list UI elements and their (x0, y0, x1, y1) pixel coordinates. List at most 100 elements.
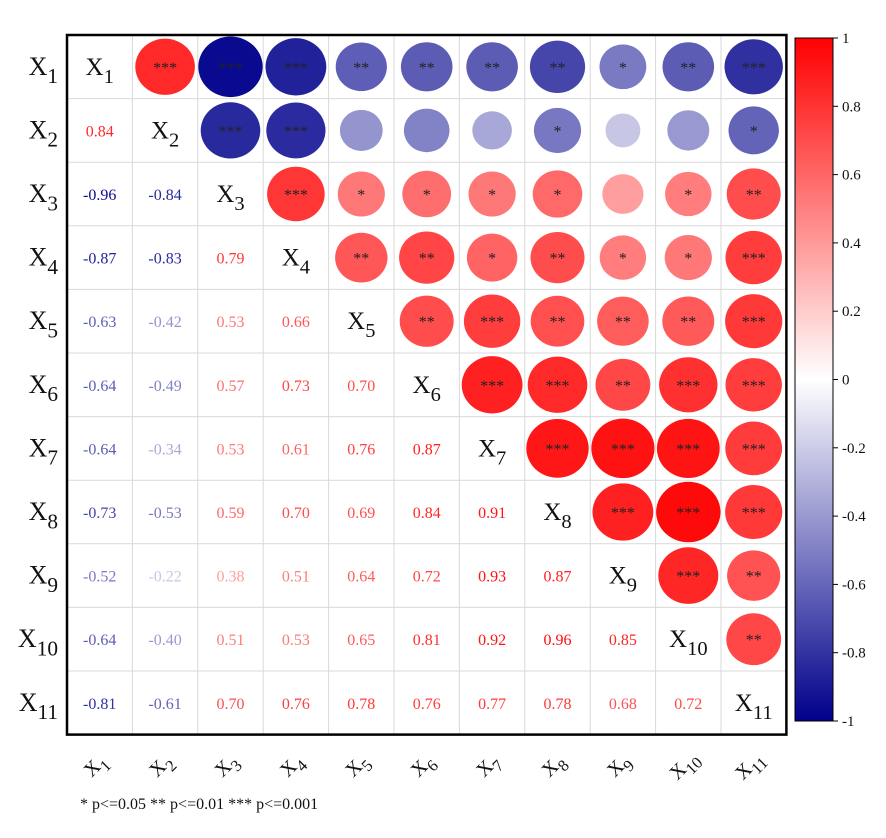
correlation-value: 0.92 (478, 632, 506, 649)
correlation-value: 0.38 (217, 569, 245, 586)
correlation-value: 0.93 (478, 569, 506, 586)
significance-stars: * (423, 187, 431, 204)
correlation-ellipse (591, 418, 655, 479)
significance-stars: ** (550, 251, 566, 268)
correlation-value: -0.87 (83, 251, 116, 268)
correlation-value: -0.64 (83, 441, 116, 458)
correlation-ellipse (399, 295, 454, 347)
significance-stars: * (684, 251, 692, 268)
column-label: X1 (80, 750, 115, 785)
correlation-value: -0.22 (148, 569, 181, 586)
correlation-value: 0.76 (413, 696, 441, 713)
correlation-ellipse (595, 358, 651, 411)
colorbar-tick-label: -0.8 (842, 646, 866, 662)
column-label: X3 (210, 750, 245, 785)
significance-stars: *** (611, 441, 635, 458)
correlation-ellipse (339, 109, 383, 151)
significance-stars: *** (219, 60, 243, 77)
diagonal-label: X6 (413, 372, 441, 406)
colorbar-tick-label: 0.2 (842, 304, 861, 320)
significance-stars: * (619, 60, 627, 77)
significance-stars: * (488, 251, 496, 268)
significance-stars: *** (742, 378, 766, 395)
correlation-ellipse (527, 356, 588, 413)
correlation-value: 0.70 (217, 696, 245, 713)
correlation-value: -0.52 (83, 569, 116, 586)
row-label: X3 (29, 179, 58, 215)
column-label: X4 (276, 750, 311, 785)
diagonal-label: X11 (735, 690, 773, 724)
significance-stars: *** (742, 314, 766, 331)
correlation-ellipse (658, 547, 719, 604)
correlation-ellipse (403, 108, 450, 153)
row-labels: X1 X2 X3 X4 X5 X6 X7 X8 X9 X10 X11 (18, 52, 58, 724)
row-label: X10 (18, 624, 58, 660)
correlation-ellipse (529, 40, 586, 93)
correlation-ellipse (665, 171, 712, 217)
column-label: X7 (472, 750, 507, 785)
correlation-value: -0.53 (148, 505, 181, 522)
significance-stars: *** (676, 569, 700, 586)
significance-stars: *** (676, 505, 700, 522)
correlation-value: -0.63 (83, 314, 116, 331)
significance-stars: ** (680, 314, 696, 331)
correlation-value: 0.70 (282, 505, 310, 522)
correlation-ellipse (335, 42, 387, 92)
correlation-ellipse (724, 39, 783, 95)
correlation-ellipse (337, 171, 385, 217)
significance-stars: ** (419, 314, 435, 331)
column-label: X5 (341, 750, 376, 785)
significance-stars: ** (484, 60, 500, 77)
grid-border (65, 33, 788, 736)
significance-stars: * (619, 251, 627, 268)
correlation-value: -0.34 (148, 441, 181, 458)
diagonal-label: X2 (151, 117, 179, 151)
correlation-value: 0.73 (282, 378, 310, 395)
correlation-ellipse (267, 166, 325, 222)
significance-stars: *** (546, 378, 570, 395)
correlation-value: -0.83 (148, 251, 181, 268)
correlation-value: 0.51 (282, 569, 310, 586)
correlation-value: 0.87 (544, 569, 572, 586)
correlation-ellipse (466, 233, 518, 282)
significance-stars: ** (353, 60, 369, 77)
correlation-ellipse (599, 44, 647, 90)
correlation-value: 0.81 (413, 632, 441, 649)
diagonal-label: X9 (609, 563, 637, 597)
diagonal-label: X3 (216, 181, 244, 215)
significance-stars: *** (742, 60, 766, 77)
correlation-ellipse (530, 295, 585, 347)
correlation-value: 0.76 (347, 441, 375, 458)
row-label: X5 (29, 306, 58, 342)
correlation-ellipse (725, 230, 782, 285)
correlation-ellipse (656, 481, 721, 543)
correlation-value: -0.64 (83, 378, 116, 395)
significance-stars: *** (546, 441, 570, 458)
significance-note: * p<=0.05 ** p<=0.01 *** p<=0.001 (80, 796, 319, 813)
correlation-value: 0.51 (217, 632, 245, 649)
row-label: X1 (29, 52, 58, 88)
correlation-ellipse (592, 483, 654, 541)
correlation-ellipse (605, 113, 641, 148)
correlation-value: -0.61 (148, 696, 181, 713)
diagonal-label: X10 (669, 626, 708, 660)
significance-stars: * (357, 187, 365, 204)
correlation-ellipse (667, 110, 710, 151)
correlation-ellipse (662, 296, 715, 346)
correlation-ellipse (466, 42, 518, 92)
significance-stars: *** (676, 441, 700, 458)
correlation-value: 0.69 (347, 505, 375, 522)
colorbar-tick-label: -0.6 (842, 577, 866, 593)
correlation-value: 0.53 (282, 632, 310, 649)
correlation-ellipse (399, 231, 455, 284)
colorbar-tick-label: -0.2 (842, 441, 866, 457)
diagonal-label: X7 (478, 435, 506, 469)
row-label: X11 (19, 688, 58, 724)
correlation-value: 0.53 (217, 441, 245, 458)
significance-stars: ** (419, 60, 435, 77)
significance-stars: *** (219, 123, 243, 140)
significance-stars: *** (742, 505, 766, 522)
correlation-value: 0.72 (674, 696, 702, 713)
correlation-ellipse (656, 418, 720, 478)
significance-stars: *** (284, 123, 308, 140)
